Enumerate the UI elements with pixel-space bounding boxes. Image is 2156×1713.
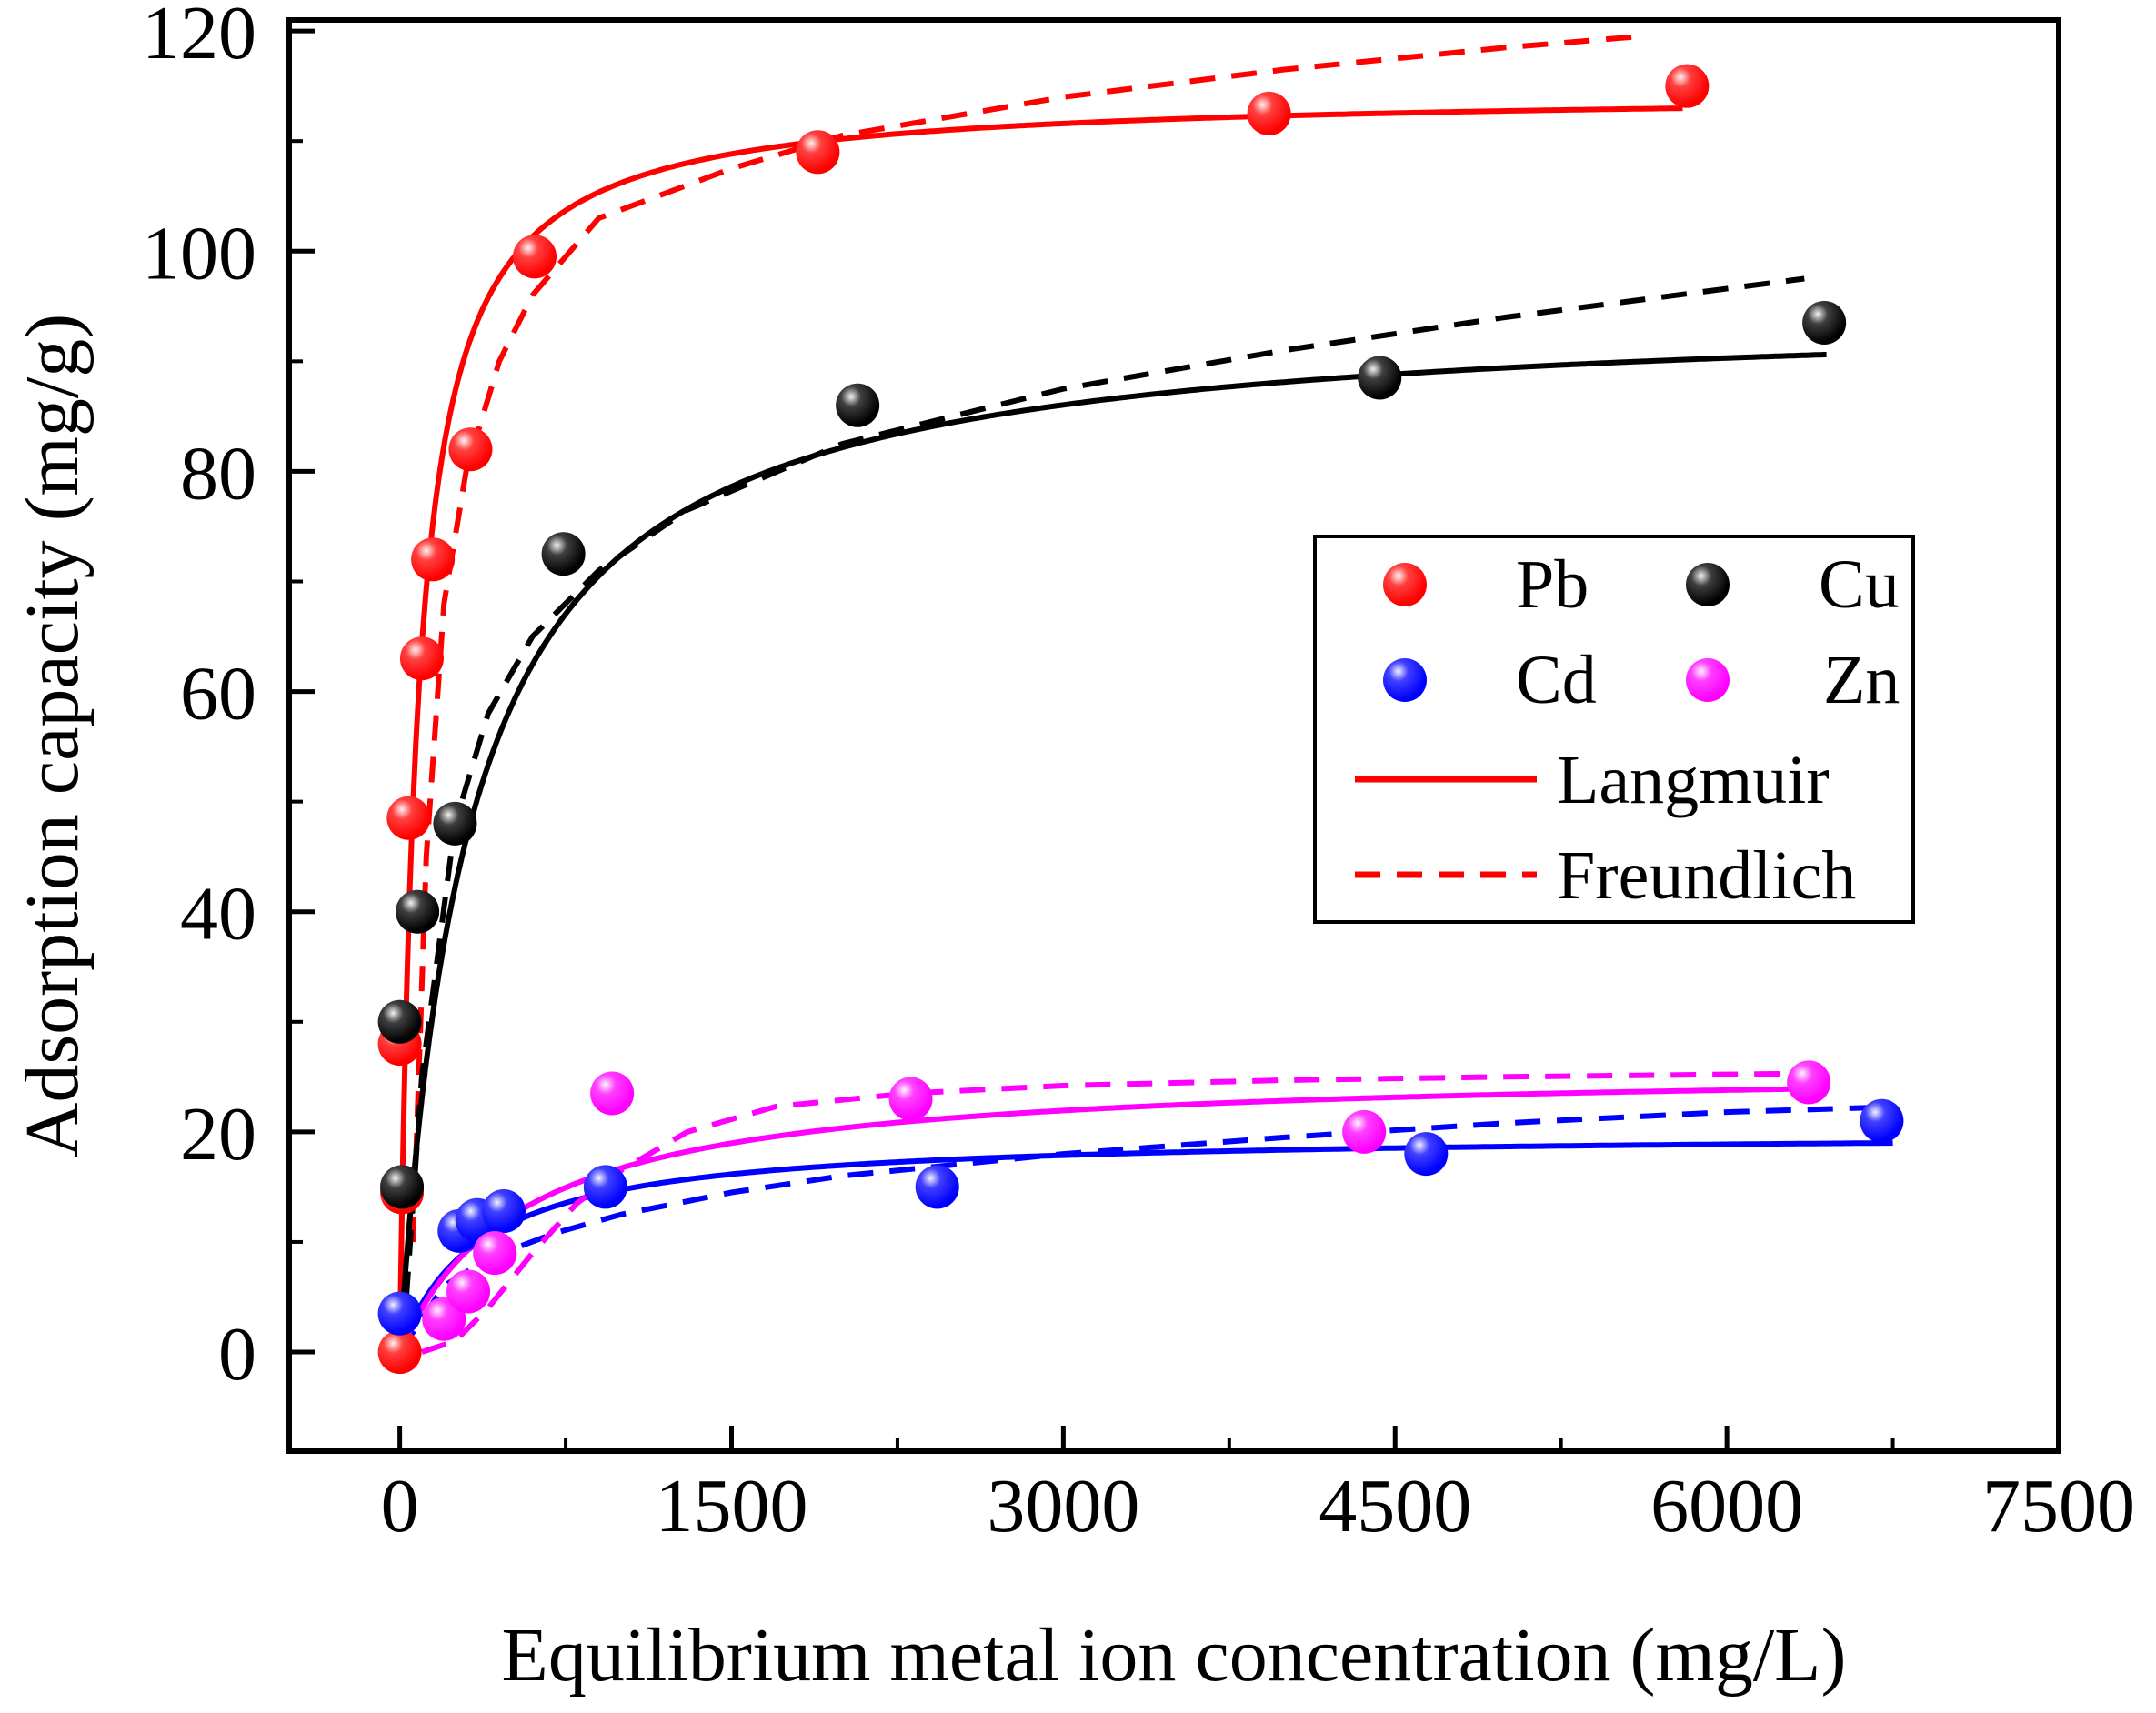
data-point-zn-highlight — [446, 1269, 491, 1314]
x-tick-label: 7500 — [1982, 1464, 2135, 1548]
legend-marker-zn-highlight — [1686, 658, 1730, 702]
legend-marker-cd-highlight — [1383, 658, 1427, 702]
data-point-zn-highlight — [590, 1071, 635, 1116]
legend-label-cu: Cu — [1819, 546, 1900, 623]
x-tick-label: 0 — [381, 1464, 419, 1548]
data-point-pb-highlight — [796, 130, 840, 175]
data-point-cu-highlight — [1802, 300, 1847, 345]
legend-label-freundlich: Freundlich — [1557, 837, 1856, 914]
data-point-cd-highlight — [1860, 1098, 1904, 1143]
data-point-cd-highlight — [1404, 1132, 1449, 1177]
legend-marker-cu-highlight — [1686, 563, 1730, 606]
legend-label-langmuir: Langmuir — [1557, 742, 1830, 818]
y-tick-label: 0 — [218, 1312, 256, 1397]
data-point-zn-highlight — [888, 1077, 933, 1121]
langmuir-curve-zn — [396, 1086, 1805, 1354]
y-axis-title: Adsorption capacity (mg/g) — [10, 314, 95, 1157]
x-tick-label: 6000 — [1650, 1464, 1803, 1548]
y-tick-label: 20 — [180, 1092, 256, 1177]
data-point-pb-highlight — [448, 427, 493, 472]
data-point-pb-highlight — [1247, 91, 1291, 135]
data-point-pb-highlight — [513, 235, 557, 279]
x-tick-label: 4500 — [1319, 1464, 1471, 1548]
legend-label-pb: Pb — [1516, 546, 1589, 623]
y-tick-label: 120 — [142, 0, 256, 75]
data-point-cd-highlight — [915, 1165, 959, 1209]
langmuir-curve-pb — [396, 105, 1683, 1353]
y-tick-label: 60 — [180, 652, 256, 736]
legend-marker-pb-highlight — [1383, 563, 1427, 606]
x-axis-title: Equilibrium metal ion concentration (mg/… — [502, 1613, 1847, 1698]
data-point-cu-highlight — [377, 999, 422, 1044]
data-point-pb-highlight — [399, 636, 444, 681]
data-point-cu-highlight — [836, 383, 880, 427]
x-tick-label: 3000 — [987, 1464, 1139, 1548]
legend-label-cd: Cd — [1516, 642, 1597, 718]
data-point-cu-highlight — [1358, 356, 1402, 400]
freundlich-curve-cd — [397, 1105, 1871, 1354]
data-point-cu-highlight — [380, 1165, 425, 1209]
x-tick-label: 1500 — [656, 1464, 808, 1548]
data-point-pb-highlight — [1665, 64, 1710, 108]
data-point-cd-highlight — [583, 1165, 627, 1209]
legend-label-zn: Zn — [1823, 642, 1900, 718]
data-point-pb-highlight — [411, 537, 456, 582]
langmuir-curve-cu — [396, 352, 1828, 1353]
legend: Pb Cu Cd Zn Langmuir Freundlich — [1313, 535, 1915, 924]
data-point-pb-highlight — [386, 796, 431, 840]
fit-curves — [396, 34, 1894, 1355]
data-point-zn-highlight — [1787, 1060, 1831, 1105]
axes: 0 1500 3000 4500 6000 7500 0 20 40 60 80 100 120 — [142, 0, 2135, 1548]
y-tick-label: 100 — [142, 211, 256, 296]
y-tick-label: 80 — [180, 431, 256, 516]
data-point-zn-highlight — [473, 1231, 517, 1276]
data-point-pb-highlight — [377, 1330, 422, 1375]
data-point-cu-highlight — [541, 532, 586, 576]
y-tick-label: 40 — [180, 872, 256, 957]
freundlich-curve-zn — [420, 1070, 1805, 1355]
data-point-cd-highlight — [481, 1189, 526, 1234]
freundlich-curve-cu — [403, 275, 1805, 1297]
data-markers — [377, 64, 1904, 1375]
data-point-cd-highlight — [377, 1291, 422, 1336]
plot-frame — [286, 17, 2061, 1454]
langmuir-curve-cd — [396, 1140, 1894, 1354]
data-point-cu-highlight — [396, 889, 440, 934]
data-point-cu-highlight — [433, 801, 477, 846]
freundlich-curve-pb — [410, 34, 1640, 1243]
data-point-zn-highlight — [1342, 1109, 1387, 1154]
